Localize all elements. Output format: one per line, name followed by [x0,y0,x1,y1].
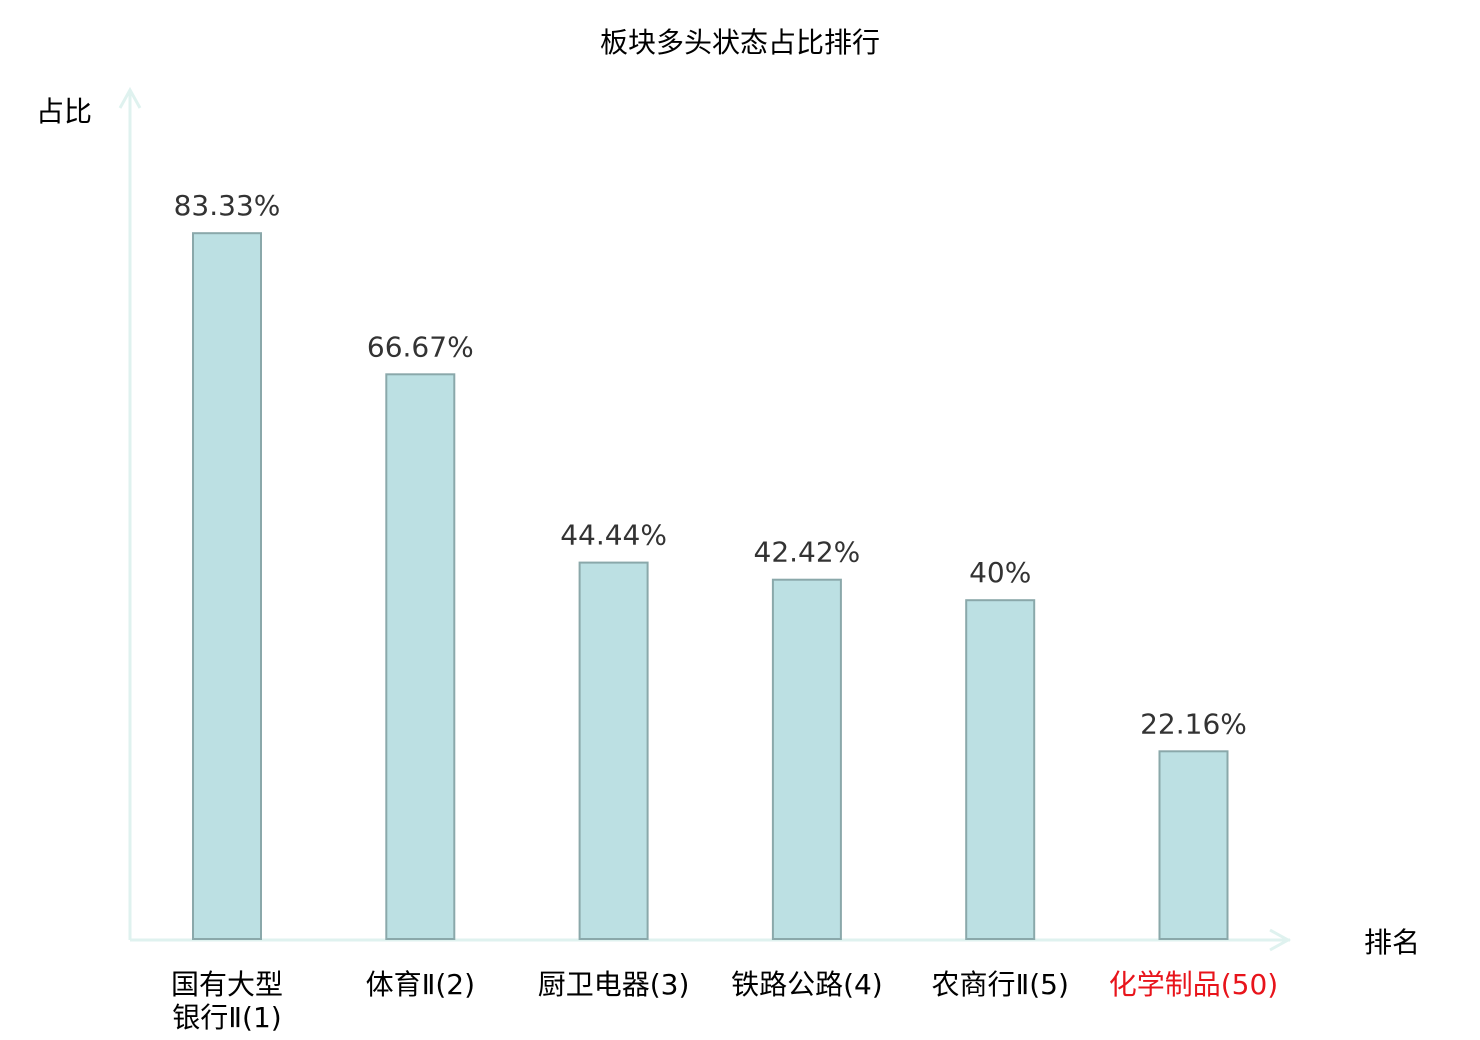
data-label: 44.44% [560,519,667,552]
data-label: 66.67% [367,330,474,363]
x-axis-label: 排名 [1364,926,1420,959]
data-label: 83.33% [174,189,281,222]
chart-title: 板块多头状态占比排行 [600,26,880,59]
x-tick-label: 农商行Ⅱ(5) [931,968,1068,1001]
data-label: 40% [969,556,1031,589]
y-axis-label: 占比 [36,95,92,128]
x-tick-label: 化学制品(50) [1109,968,1278,1001]
bar [1158,750,1229,941]
x-axis-arrow [1269,928,1292,952]
x-tick-label: 银行Ⅱ(1) [172,1001,281,1034]
x-tick-label: 国有大型 [171,968,283,1001]
data-label: 22.16% [1140,707,1247,740]
y-axis-arrow [118,86,142,109]
bar [192,232,262,941]
bar [578,561,649,940]
bar [385,373,456,940]
bar [965,599,1036,940]
x-tick-label: 体育Ⅱ(2) [366,968,475,1001]
x-tick-label: 厨卫电器(3) [538,968,690,1001]
data-label: 42.42% [754,536,861,569]
x-tick-label: 铁路公路(4) [731,968,883,1001]
bar [771,578,842,940]
